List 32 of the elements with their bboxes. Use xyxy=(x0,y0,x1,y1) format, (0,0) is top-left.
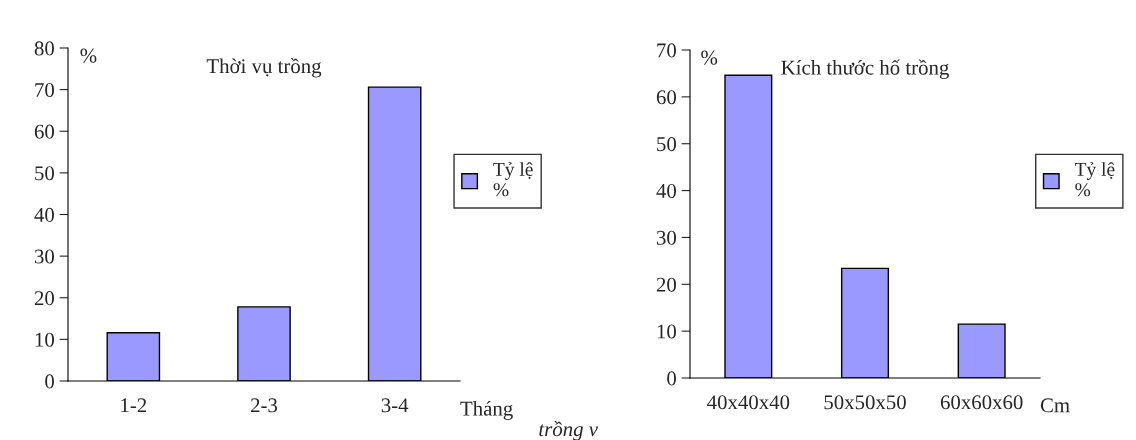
text: trồng v xyxy=(539,420,598,440)
y-tick-label: 0 xyxy=(667,371,677,386)
y-tick-label: 30 xyxy=(656,230,677,245)
x-tick-label: 3-4 xyxy=(381,398,409,413)
y-tick-label: 70 xyxy=(35,83,55,98)
chart-title: Kích thước hố trồng xyxy=(781,59,949,79)
y-axis-title: % xyxy=(80,48,97,63)
legend-label: Tỷ lệ % xyxy=(1074,162,1115,197)
y-tick-label: 40 xyxy=(34,207,55,222)
y-tick-label: 0 xyxy=(45,374,55,389)
y-tick-label: 40 xyxy=(656,183,677,198)
x-tick-label: 40x40x40 xyxy=(707,395,790,410)
x-tick-label: 60x60x60 xyxy=(940,395,1023,410)
y-tick-label: 60 xyxy=(656,90,677,105)
legend-label: Tỷ lệ % xyxy=(493,162,533,197)
y-axis-title: % xyxy=(701,50,718,65)
x-tick-label: 50x50x50 xyxy=(824,395,906,410)
y-tick-label: 50 xyxy=(657,137,677,152)
y-tick-label: 30 xyxy=(34,249,55,264)
y-tick-label: 10 xyxy=(657,324,677,339)
x-axis-title: Tháng xyxy=(460,400,513,420)
y-tick-label: 60 xyxy=(34,124,55,139)
x-axis-title: Cm xyxy=(1040,398,1070,413)
y-tick-label: 80 xyxy=(34,41,55,56)
y-tick-label: 20 xyxy=(656,277,677,292)
x-tick-label: 1-2 xyxy=(121,398,147,413)
y-tick-label: 70 xyxy=(657,43,677,58)
chart-title: Thời vụ trồng xyxy=(206,57,322,78)
y-tick-label: 20 xyxy=(34,291,55,306)
x-tick-label: 2-3 xyxy=(251,398,278,413)
y-tick-label: 50 xyxy=(35,166,55,181)
y-tick-label: 10 xyxy=(35,332,55,347)
